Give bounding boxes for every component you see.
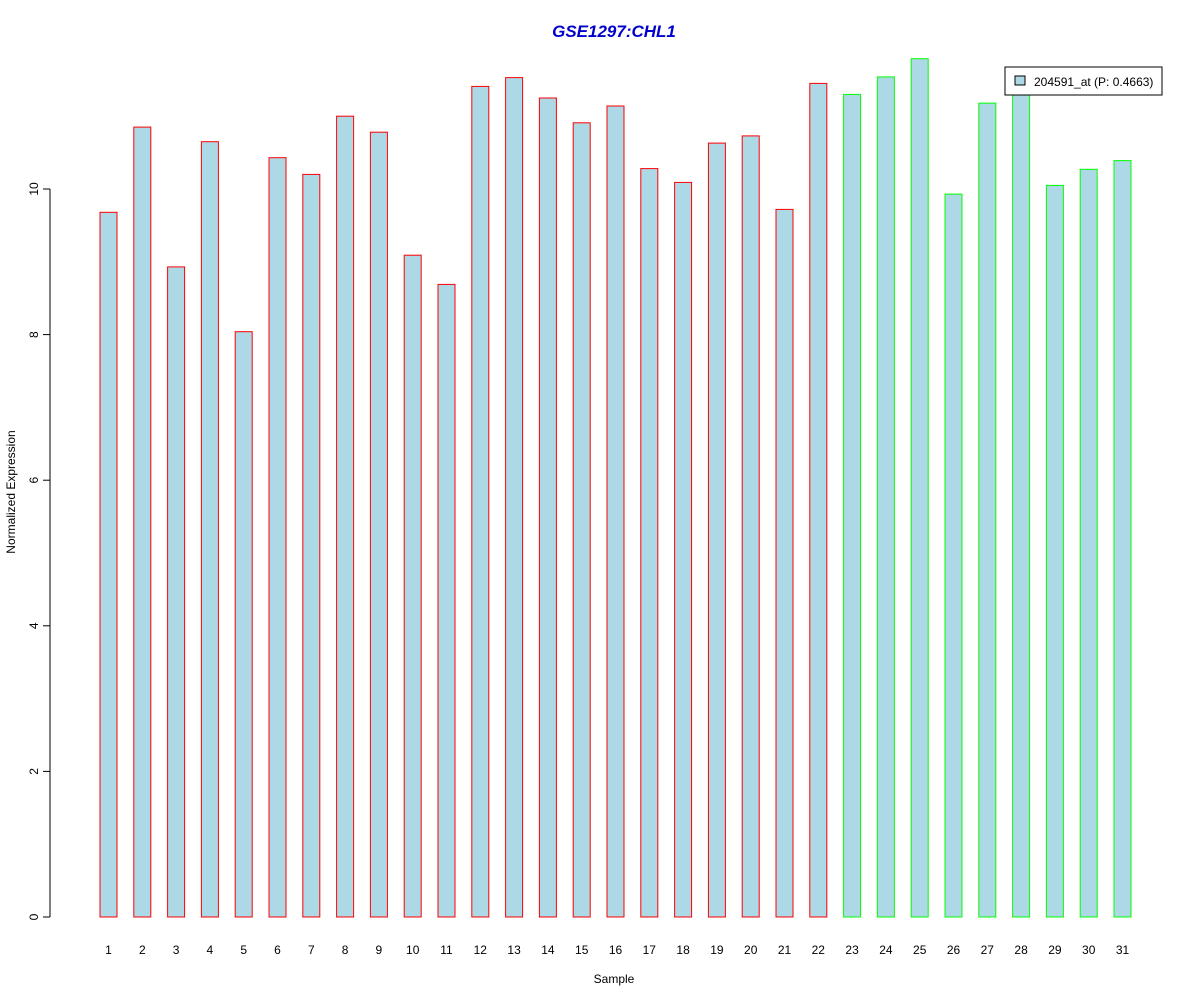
bar-sample-2: [133, 126, 152, 918]
bar-sample-30: [1079, 168, 1098, 918]
x-tick-label: 12: [474, 943, 488, 957]
bar-sample-10: [403, 254, 422, 918]
bar-sample-12: [471, 85, 490, 918]
bar-sample-14: [538, 97, 557, 918]
x-tick-label: 21: [778, 943, 792, 957]
x-tick-label: 2: [139, 943, 146, 957]
x-tick-label: 18: [676, 943, 690, 957]
y-tick-label: 2: [27, 768, 41, 775]
x-tick-label: 16: [609, 943, 623, 957]
bar-sample-21: [775, 208, 794, 918]
x-tick-label: 20: [744, 943, 758, 957]
legend-label: 204591_at (P: 0.4663): [1034, 75, 1153, 89]
bar-sample-27: [978, 102, 997, 918]
bar-sample-26: [944, 193, 963, 918]
x-tick-label: 13: [507, 943, 521, 957]
x-tick-label: 23: [845, 943, 859, 957]
bar-sample-4: [200, 141, 219, 918]
x-tick-label: 1: [105, 943, 112, 957]
bar-sample-29: [1045, 184, 1064, 918]
x-tick-label: 6: [274, 943, 281, 957]
bar-sample-25: [910, 58, 929, 918]
bar-sample-5: [234, 331, 253, 918]
x-tick-label: 7: [308, 943, 315, 957]
y-tick-label: 4: [27, 622, 41, 629]
bar-sample-24: [876, 76, 895, 918]
x-tick-label: 22: [812, 943, 826, 957]
bar-sample-7: [302, 173, 321, 918]
x-tick-label: 29: [1048, 943, 1062, 957]
bar-sample-19: [707, 142, 726, 918]
y-tick-label: 8: [27, 331, 41, 338]
bar-sample-11: [437, 283, 456, 918]
y-axis: 0 2 4 6 8 10: [27, 182, 51, 920]
y-tick-label: 6: [27, 477, 41, 484]
bar-sample-31: [1113, 160, 1132, 918]
legend: 204591_at (P: 0.4663): [1004, 66, 1163, 96]
bar-sample-6: [268, 157, 287, 918]
x-tick-label: 5: [240, 943, 247, 957]
bar-sample-1: [99, 211, 118, 918]
y-tick-label: 0: [27, 913, 41, 920]
x-tick-label: 19: [710, 943, 724, 957]
bar-sample-28: [1012, 88, 1031, 918]
x-tick-label: 30: [1082, 943, 1096, 957]
y-tick-label: 10: [27, 182, 41, 196]
bar-sample-18: [674, 181, 693, 918]
x-tick-label: 15: [575, 943, 589, 957]
x-axis-label: Sample: [594, 972, 635, 986]
x-tick-label: 8: [342, 943, 349, 957]
bar-sample-16: [606, 105, 625, 918]
x-tick-label: 4: [207, 943, 214, 957]
bar-sample-3: [167, 266, 186, 918]
x-tick-label: 14: [541, 943, 555, 957]
legend-swatch: [1014, 75, 1026, 86]
x-tick-label: 27: [981, 943, 995, 957]
bar-sample-13: [505, 77, 524, 918]
legend-box: [1004, 66, 1163, 96]
bar-sample-22: [809, 82, 828, 918]
y-axis-label: Normalized Expression: [4, 430, 18, 553]
x-tick-label: 17: [643, 943, 657, 957]
x-tick-label: 10: [406, 943, 420, 957]
x-tick-label: 11: [440, 943, 453, 957]
bar-sample-8: [336, 115, 355, 918]
x-tick-label: 31: [1116, 943, 1130, 957]
bar-sample-9: [369, 131, 388, 918]
x-tick-label: 25: [913, 943, 927, 957]
bar-sample-17: [640, 168, 659, 918]
x-tick-label: 26: [947, 943, 961, 957]
x-tick-label: 9: [376, 943, 383, 957]
x-tick-label: 24: [879, 943, 893, 957]
x-axis-tick-labels: 1 2 3 4 5 6 7 8 9 10 11 12 13 14 15 16 17 18 19 20 21 22 23 24 2…: [105, 943, 1129, 957]
bar-sample-23: [843, 93, 862, 918]
bar-sample-15: [572, 122, 591, 918]
bar-sample-20: [741, 135, 760, 918]
x-tick-label: 3: [173, 943, 180, 957]
x-tick-label: 28: [1014, 943, 1028, 957]
bars: [99, 58, 1132, 918]
chart-title: GSE1297:CHL1: [552, 22, 676, 41]
